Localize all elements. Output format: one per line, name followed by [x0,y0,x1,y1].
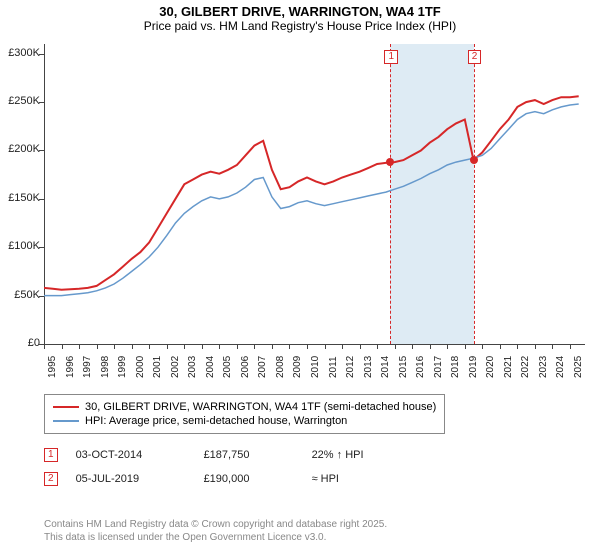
x-axis-label: 2012 [345,356,356,378]
y-axis-label: £50K [0,289,40,301]
chart-lines [44,44,584,344]
x-tick [395,344,396,349]
x-tick [570,344,571,349]
x-axis-label: 2019 [468,356,479,378]
x-axis-label: 2024 [555,356,566,378]
x-axis-label: 2011 [328,356,339,378]
legend: 30, GILBERT DRIVE, WARRINGTON, WA4 1TF (… [44,394,445,434]
title-main: 30, GILBERT DRIVE, WARRINGTON, WA4 1TF [0,0,600,19]
x-tick [517,344,518,349]
x-tick [307,344,308,349]
y-axis-label: £250K [0,95,40,107]
x-axis-label: 1996 [65,356,76,378]
x-tick [79,344,80,349]
x-tick [342,344,343,349]
x-axis-label: 2021 [503,356,514,378]
y-axis-label: £100K [0,240,40,252]
x-axis-label: 1999 [117,356,128,378]
x-tick [500,344,501,349]
x-tick [132,344,133,349]
sale-marker-box: 1 [44,448,58,462]
x-axis-label: 1998 [100,356,111,378]
x-axis-label: 1995 [47,356,58,378]
x-tick [114,344,115,349]
sale-marker-1: 1 [384,50,398,64]
x-tick [360,344,361,349]
sale-date: 03-OCT-2014 [76,449,186,461]
legend-row: 30, GILBERT DRIVE, WARRINGTON, WA4 1TF (… [53,401,436,413]
sale-hpi-rel: ≈ HPI [312,473,339,485]
series-price_paid [44,96,579,289]
x-axis-label: 2017 [433,356,444,378]
x-axis-label: 2007 [257,356,268,378]
x-tick [430,344,431,349]
x-tick [482,344,483,349]
sale-date: 05-JUL-2019 [76,473,186,485]
x-axis-label: 2003 [187,356,198,378]
sale-row-1: 1 03-OCT-2014 £187,750 22% ↑ HPI [44,448,364,462]
x-tick [465,344,466,349]
x-axis-label: 2009 [292,356,303,378]
x-axis-label: 2020 [485,356,496,378]
x-axis-label: 2025 [573,356,584,378]
sale-dot-2 [470,156,478,164]
x-tick [325,344,326,349]
sale-hpi-rel: 22% ↑ HPI [312,449,364,461]
sale-row-2: 2 05-JUL-2019 £190,000 ≈ HPI [44,472,339,486]
x-tick [377,344,378,349]
sale-marker-2: 2 [468,50,482,64]
x-tick [552,344,553,349]
legend-label: HPI: Average price, semi-detached house,… [85,415,347,427]
x-axis-label: 2022 [520,356,531,378]
footer-text: Contains HM Land Registry data © Crown c… [44,518,387,544]
legend-swatch [53,406,79,408]
x-axis-label: 2023 [538,356,549,378]
sale-marker-box: 2 [44,472,58,486]
y-axis-label: £0 [0,337,40,349]
x-tick [535,344,536,349]
x-axis-label: 2010 [310,356,321,378]
x-tick [62,344,63,349]
x-tick [149,344,150,349]
x-axis-label: 2006 [240,356,251,378]
sale-price: £190,000 [204,473,294,485]
x-axis-label: 2016 [415,356,426,378]
x-tick [237,344,238,349]
x-tick [272,344,273,349]
x-axis-label: 2013 [363,356,374,378]
x-axis-label: 2005 [222,356,233,378]
x-tick [289,344,290,349]
x-tick [167,344,168,349]
sale-price: £187,750 [204,449,294,461]
y-axis-label: £200K [0,143,40,155]
x-axis-label: 2015 [398,356,409,378]
x-tick [412,344,413,349]
x-tick [447,344,448,349]
x-axis-label: 2001 [152,356,163,378]
x-axis-label: 1997 [82,356,93,378]
chart-container: 30, GILBERT DRIVE, WARRINGTON, WA4 1TF P… [0,0,600,560]
series-hpi [44,104,579,296]
legend-row: HPI: Average price, semi-detached house,… [53,415,436,427]
x-tick [219,344,220,349]
footer-line2: This data is licensed under the Open Gov… [44,531,387,544]
title-sub: Price paid vs. HM Land Registry's House … [0,19,600,35]
x-tick [44,344,45,349]
legend-label: 30, GILBERT DRIVE, WARRINGTON, WA4 1TF (… [85,401,436,413]
footer-line1: Contains HM Land Registry data © Crown c… [44,518,387,531]
x-axis-label: 2008 [275,356,286,378]
y-axis-label: £150K [0,192,40,204]
x-tick [254,344,255,349]
x-axis-label: 2018 [450,356,461,378]
x-axis-label: 2000 [135,356,146,378]
x-tick [202,344,203,349]
x-axis-label: 2002 [170,356,181,378]
x-tick [97,344,98,349]
legend-swatch [53,420,79,422]
y-axis-label: £300K [0,47,40,59]
x-axis-label: 2014 [380,356,391,378]
x-tick [184,344,185,349]
x-axis-label: 2004 [205,356,216,378]
